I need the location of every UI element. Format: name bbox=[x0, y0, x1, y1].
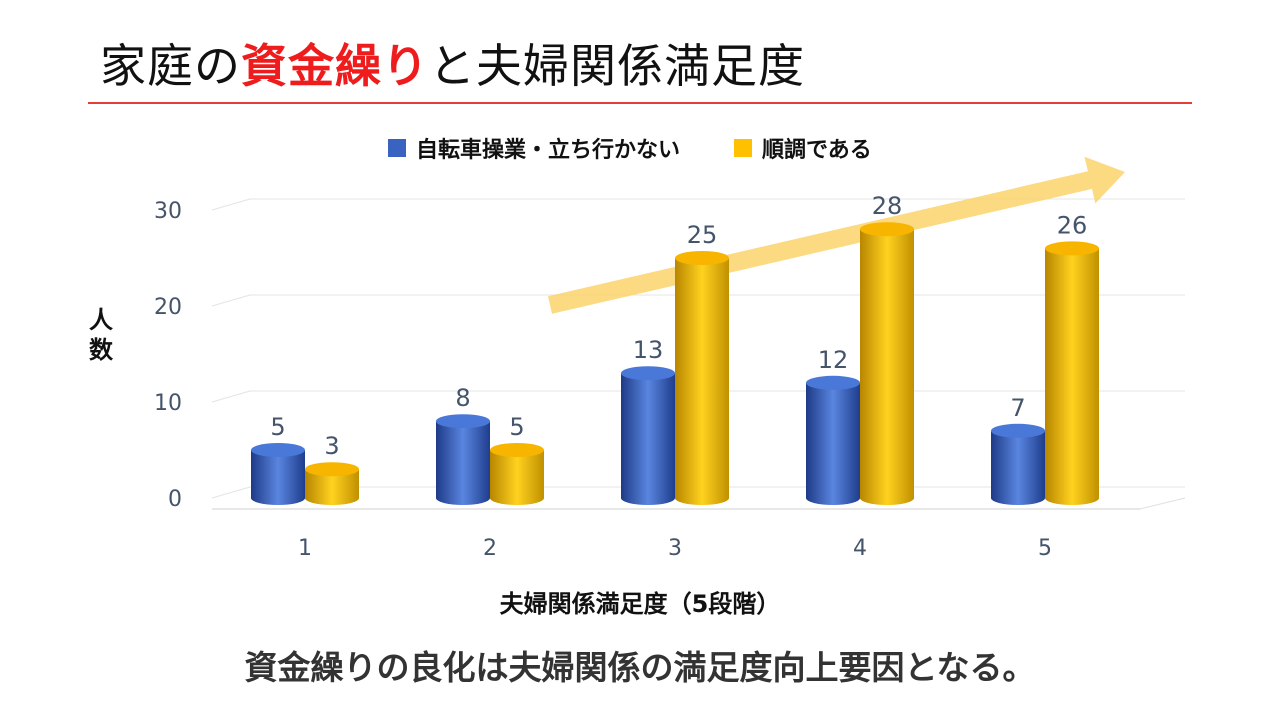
data-label: 8 bbox=[455, 384, 470, 412]
x-tick-label: 5 bbox=[1038, 536, 1052, 561]
bar-cap bbox=[305, 462, 359, 477]
bar-series-1 bbox=[806, 382, 860, 505]
title-part-2: と夫婦関係満足度 bbox=[429, 39, 805, 93]
slide-conclusion: 資金繰りの良化は夫婦関係の満足度向上要因となる。 bbox=[244, 648, 1036, 687]
x-axis-label: 夫婦関係満足度（5段階） bbox=[499, 590, 781, 618]
x-tick-label: 4 bbox=[853, 536, 867, 561]
bar-series-1 bbox=[621, 373, 675, 505]
gridline-depth bbox=[211, 198, 251, 211]
legend-label-series-2: 順調である bbox=[762, 138, 872, 163]
chart-legend: 自転車操業・立ち行かない 順調である bbox=[388, 132, 926, 164]
trend-arrow bbox=[548, 156, 1125, 314]
y-tick-label: 10 bbox=[154, 391, 182, 416]
data-label: 28 bbox=[872, 192, 903, 220]
data-label: 5 bbox=[270, 413, 285, 441]
legend-label-series-1: 自転車操業・立ち行かない bbox=[416, 138, 681, 163]
title-part-1: 家庭の bbox=[100, 39, 241, 93]
bar-series-1 bbox=[251, 450, 305, 505]
slide-title: 家庭の資金繰りと夫婦関係満足度 bbox=[100, 30, 805, 96]
gridline-depth bbox=[211, 390, 251, 403]
data-label: 3 bbox=[324, 432, 339, 460]
data-label: 26 bbox=[1057, 211, 1088, 239]
data-label: 7 bbox=[1010, 394, 1025, 422]
bar-cap bbox=[806, 375, 860, 390]
bar-cap bbox=[1045, 241, 1099, 256]
title-highlight: 資金繰り bbox=[241, 39, 429, 93]
floor-side bbox=[1139, 497, 1186, 510]
x-tick-label: 2 bbox=[483, 536, 497, 561]
bar-series-1 bbox=[991, 430, 1045, 505]
x-tick-label: 1 bbox=[298, 536, 312, 561]
bar-series-1 bbox=[436, 421, 490, 505]
y-tick-label: 20 bbox=[154, 295, 182, 320]
y-tick-label: 0 bbox=[168, 487, 182, 512]
legend-swatch-blue bbox=[388, 139, 406, 157]
legend-item-series-1: 自転車操業・立ち行かない bbox=[388, 132, 680, 164]
y-tick-label: 30 bbox=[154, 199, 182, 224]
data-label: 12 bbox=[818, 346, 849, 374]
bar-cap bbox=[490, 443, 544, 457]
bar-series-2 bbox=[1045, 248, 1099, 505]
bar-series-2 bbox=[305, 469, 359, 505]
bar-cap bbox=[436, 414, 490, 429]
data-label: 13 bbox=[633, 336, 664, 364]
bar-series-2 bbox=[490, 450, 544, 505]
data-label: 5 bbox=[509, 413, 524, 441]
y-axis-label: 人数 bbox=[89, 306, 113, 364]
legend-item-series-2: 順調である bbox=[734, 132, 872, 164]
bar-cap bbox=[251, 443, 305, 457]
legend-swatch-gold bbox=[734, 139, 753, 157]
title-underline bbox=[88, 102, 1192, 104]
bar-cap bbox=[675, 251, 729, 265]
data-label: 25 bbox=[687, 221, 718, 249]
bar-series-2 bbox=[860, 229, 914, 505]
bar-cap bbox=[991, 423, 1045, 438]
gridline-depth bbox=[211, 294, 251, 307]
x-tick-label: 3 bbox=[668, 536, 682, 561]
gridline-depth bbox=[211, 486, 251, 499]
bar-series-2 bbox=[675, 258, 729, 505]
bar-cap bbox=[860, 222, 914, 237]
bar-cap bbox=[621, 366, 675, 381]
